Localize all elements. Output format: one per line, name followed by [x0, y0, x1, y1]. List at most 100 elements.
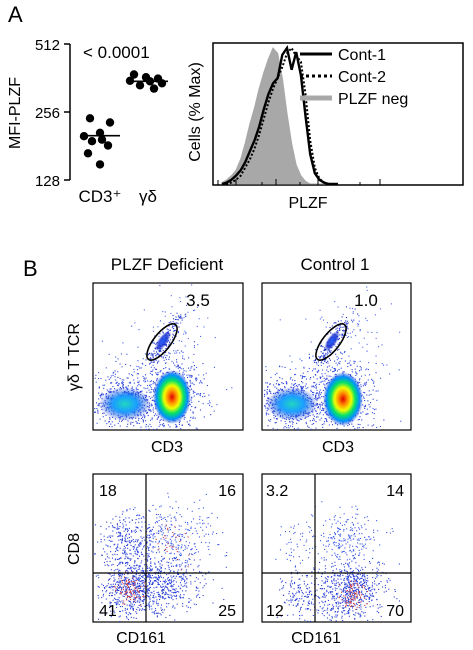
event-dot [343, 326, 345, 328]
event-dot [308, 353, 310, 355]
event-dot [146, 541, 148, 543]
event-dot [116, 581, 118, 583]
event-dot [133, 565, 135, 567]
event-dot [135, 522, 137, 524]
flow-x-axis-label-plzf-deficient: CD3 [151, 439, 183, 456]
event-dot [130, 421, 132, 423]
event-dot [323, 423, 325, 425]
event-dot [101, 394, 103, 396]
event-dot [158, 593, 160, 595]
event-dot [149, 558, 151, 560]
event-dot [101, 602, 103, 604]
event-dot [348, 582, 350, 584]
event-dot [117, 376, 119, 378]
event-dot [310, 341, 312, 343]
event-dot [200, 541, 202, 543]
event-dot [132, 601, 134, 603]
event-dot [312, 391, 314, 393]
event-dot [366, 595, 368, 597]
event-dot [137, 381, 139, 383]
event-dot [326, 589, 328, 591]
event-dot [365, 383, 367, 385]
event-dot [366, 289, 368, 291]
event-dot [341, 358, 343, 360]
event-dot [120, 590, 122, 592]
event-dot [315, 394, 317, 396]
event-dot [186, 586, 188, 588]
event-dot [126, 604, 128, 606]
event-dot [166, 561, 168, 563]
event-dot [360, 581, 362, 583]
event-dot [164, 594, 166, 596]
event-dot [141, 526, 143, 528]
event-dot [170, 585, 172, 587]
event-dot [149, 598, 151, 600]
event-dot [108, 425, 110, 427]
event-dot [326, 609, 328, 611]
event-dot [125, 588, 127, 590]
event-dot [188, 357, 190, 359]
event-dot [95, 374, 97, 376]
event-dot [144, 417, 146, 419]
event-dot [142, 567, 144, 569]
event-dot [132, 605, 134, 607]
event-dot [349, 584, 351, 586]
event-dot [355, 579, 357, 581]
event-dot [125, 577, 127, 579]
event-dot [159, 370, 161, 372]
event-dot [141, 590, 143, 592]
event-dot [156, 520, 158, 522]
event-dot [209, 400, 211, 402]
event-dot [109, 601, 111, 603]
event-dot [133, 596, 135, 598]
event-dot [115, 548, 117, 550]
event-dot [137, 577, 139, 579]
event-dot [108, 579, 110, 581]
event-dot [114, 602, 116, 604]
event-dot [372, 605, 374, 607]
event-dot [194, 543, 196, 545]
event-dot [109, 578, 111, 580]
legend-label-plzf-neg: PLZF neg [338, 91, 408, 108]
event-dot [180, 579, 182, 581]
event-dot [388, 578, 390, 580]
event-dot [372, 407, 374, 409]
flow-plot-control-1: Control 1 1.0 CD3 [261, 255, 412, 456]
event-dot [188, 545, 190, 547]
quadrant-plot-control-1: 3.2 14 12 70 CD161 [261, 473, 412, 647]
event-dot [368, 597, 370, 599]
event-dot [314, 359, 316, 361]
quadrant-dots-plzf-deficient [94, 492, 228, 623]
event-dot [165, 592, 167, 594]
event-dot [266, 389, 268, 391]
event-dot [192, 417, 194, 419]
event-dot [161, 588, 163, 590]
event-dot [379, 564, 381, 566]
event-dot [396, 598, 398, 600]
event-dot [231, 387, 233, 389]
event-dot [123, 548, 125, 550]
event-dot [135, 539, 137, 541]
event-dot [144, 605, 146, 607]
event-dot [322, 380, 324, 382]
event-dot [143, 582, 145, 584]
event-dot [160, 607, 162, 609]
event-dot [137, 551, 139, 553]
event-dot [202, 403, 204, 405]
event-dot [112, 530, 114, 532]
event-dot [115, 382, 117, 384]
event-dot [121, 574, 123, 576]
event-dot [118, 535, 120, 537]
event-dot [296, 428, 298, 430]
event-dot [161, 564, 163, 566]
event-dot [336, 614, 338, 616]
event-dot [120, 581, 122, 583]
event-dot [321, 600, 323, 602]
event-dot [346, 596, 348, 598]
event-dot [203, 416, 205, 418]
event-dot [180, 547, 182, 549]
event-dot [295, 368, 297, 370]
event-dot [133, 604, 135, 606]
event-dot [177, 548, 179, 550]
event-dot [359, 382, 361, 384]
